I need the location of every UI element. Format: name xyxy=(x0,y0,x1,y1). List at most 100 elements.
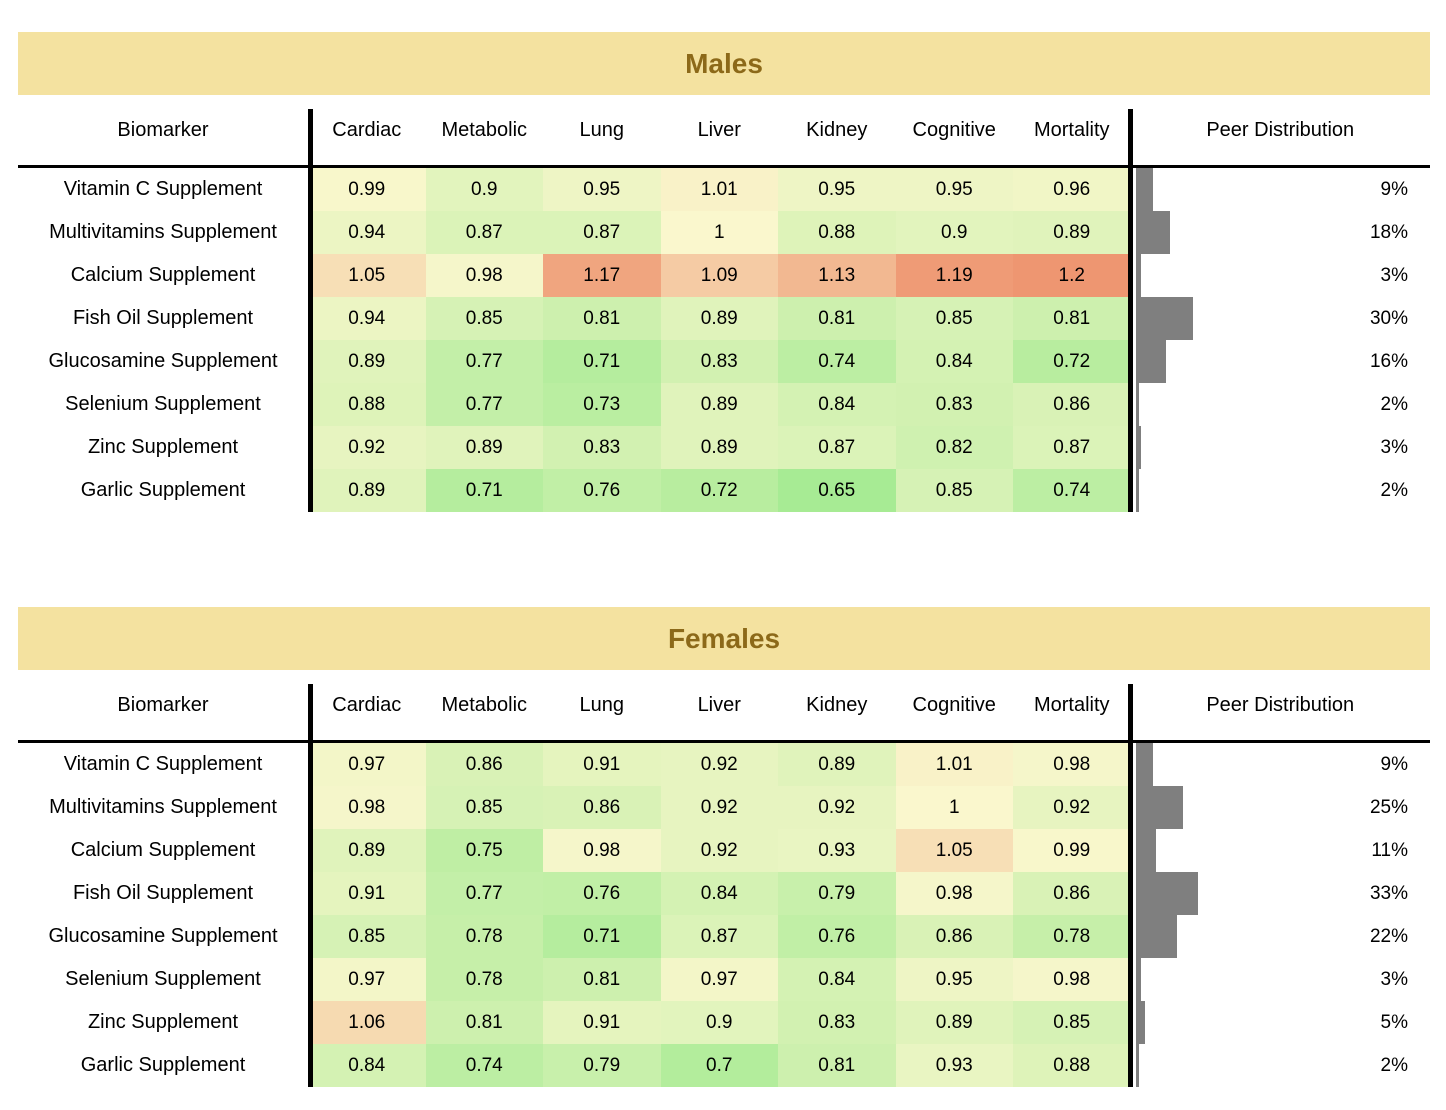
row-label: Selenium Supplement xyxy=(65,968,261,990)
table-row: Calcium Supplement 1.05 0.98 1.17 1.09 1.13 1.… xyxy=(18,254,1430,297)
table-row: Multivitamins Supplement 0.98 0.85 0.86 0.92… xyxy=(18,786,1430,829)
heatmap-cell: 0.89 xyxy=(308,469,426,512)
heatmap-cell: 0.95 xyxy=(543,168,661,211)
peer-distribution-bar xyxy=(1135,915,1178,958)
peer-distribution-cell: 11% xyxy=(1131,829,1431,872)
column-header-metabolic: Metabolic xyxy=(441,693,528,716)
heatmap-cell: 0.93 xyxy=(778,829,896,872)
heatmap-cell: 0.75 xyxy=(425,829,543,872)
heatmap-cell: 0.91 xyxy=(308,872,426,915)
heatmap-cell: 0.77 xyxy=(425,383,543,426)
heatmap-cell: 0.98 xyxy=(895,872,1013,915)
peer-percentage: 16% xyxy=(1369,350,1408,372)
peer-distribution-cell: 33% xyxy=(1131,872,1431,915)
heatmap-cell: 0.83 xyxy=(660,340,778,383)
table-row: Glucosamine Supplement 0.89 0.77 0.71 0.83 0.… xyxy=(18,340,1430,383)
table-row: Vitamin C Supplement 0.99 0.9 0.95 1.01 0.95 0… xyxy=(18,168,1430,211)
row-label: Selenium Supplement xyxy=(65,393,261,415)
heatmap-cell: 1 xyxy=(895,786,1013,829)
heatmap-cell: 0.77 xyxy=(425,872,543,915)
vertical-divider-right xyxy=(1128,684,1133,1087)
heatmap-cell: 0.7 xyxy=(660,1044,778,1087)
heatmap-cell: 0.92 xyxy=(778,786,896,829)
table-row: Multivitamins Supplement 0.94 0.87 0.87 1 0.8… xyxy=(18,211,1430,254)
heatmap-cell: 0.83 xyxy=(895,383,1013,426)
heatmap-cell: 0.93 xyxy=(895,1044,1013,1087)
heatmap-cell: 0.95 xyxy=(778,168,896,211)
heatmap-cell: 1 xyxy=(660,211,778,254)
peer-distribution-cell: 2% xyxy=(1131,1044,1431,1087)
heatmap-cell: 0.78 xyxy=(1013,915,1131,958)
peer-percentage: 11% xyxy=(1371,839,1408,861)
heatmap-cell: 0.92 xyxy=(660,829,778,872)
section-title: Males xyxy=(685,47,763,79)
peer-distribution-bar xyxy=(1135,297,1193,340)
table-row: Zinc Supplement 0.92 0.89 0.83 0.89 0.87 0.82 0… xyxy=(18,426,1430,469)
peer-percentage: 9% xyxy=(1380,178,1408,200)
heatmap-cell: 0.85 xyxy=(1013,1001,1131,1044)
heatmap-cell: 0.86 xyxy=(425,743,543,786)
heatmap-cell: 1.2 xyxy=(1013,254,1131,297)
row-label: Glucosamine Supplement xyxy=(48,350,278,372)
peer-distribution-cell: 30% xyxy=(1131,297,1431,340)
peer-distribution-cell: 2% xyxy=(1131,469,1431,512)
heatmap-cell: 0.73 xyxy=(543,383,661,426)
heatmap-cell: 0.98 xyxy=(543,829,661,872)
peer-distribution-cell: 9% xyxy=(1131,743,1431,786)
heatmap-cell: 0.76 xyxy=(543,469,661,512)
heatmap-cell: 0.86 xyxy=(895,915,1013,958)
row-label: Fish Oil Supplement xyxy=(72,307,254,329)
heatmap-cell: 0.94 xyxy=(308,211,426,254)
heatmap-cell: 1.01 xyxy=(895,743,1013,786)
heatmap-cell: 0.84 xyxy=(660,872,778,915)
heatmap-cell: 0.78 xyxy=(425,915,543,958)
heatmap-cell: 0.95 xyxy=(895,958,1013,1001)
heatmap-cell: 0.96 xyxy=(1013,168,1131,211)
row-label: Zinc Supplement xyxy=(87,1011,239,1033)
females-report-section: Females Biomarker Cardiac Metabolic Lung Live… xyxy=(18,607,1430,1087)
column-header-biomarker: Biomarker xyxy=(117,693,209,716)
table-header-row: Biomarker Cardiac Metabolic Lung Liver Kidney… xyxy=(18,95,1430,168)
heatmap-cell: 0.85 xyxy=(425,297,543,340)
heatmap-cell: 0.99 xyxy=(308,168,426,211)
heatmap-cell: 1.05 xyxy=(308,254,426,297)
column-header-peer-distribution: Peer Distribution xyxy=(1206,693,1355,716)
males-report-section: Males Biomarker Cardiac Metabolic Lung Liver K… xyxy=(18,32,1430,512)
heatmap-cell: 0.84 xyxy=(778,383,896,426)
table-row: Zinc Supplement 1.06 0.81 0.91 0.9 0.83 0.89 0.… xyxy=(18,1001,1430,1044)
column-header-metabolic: Metabolic xyxy=(441,118,528,141)
table-row: Calcium Supplement 0.89 0.75 0.98 0.92 0.93 1.… xyxy=(18,829,1430,872)
heatmap-cell: 0.87 xyxy=(425,211,543,254)
peer-distribution-bar xyxy=(1135,383,1140,426)
column-header-kidney: Kidney xyxy=(806,118,868,141)
peer-percentage: 5% xyxy=(1380,1011,1408,1033)
peer-distribution-bar xyxy=(1135,1044,1140,1087)
heatmap-cell: 0.72 xyxy=(660,469,778,512)
heatmap-cell: 0.71 xyxy=(543,340,661,383)
column-header-peer-distribution: Peer Distribution xyxy=(1206,118,1355,141)
peer-distribution-bar xyxy=(1135,469,1140,512)
row-label: Vitamin C Supplement xyxy=(63,178,263,200)
heatmap-cell: 0.81 xyxy=(1013,297,1131,340)
peer-distribution-cell: 22% xyxy=(1131,915,1431,958)
heatmap-cell: 0.74 xyxy=(1013,469,1131,512)
peer-distribution-cell: 3% xyxy=(1131,958,1431,1001)
heatmap-cell: 0.84 xyxy=(895,340,1013,383)
row-label: Calcium Supplement xyxy=(70,264,256,286)
peer-distribution-cell: 16% xyxy=(1131,340,1431,383)
section-title-band: Females xyxy=(18,607,1430,670)
heatmap-cell: 0.82 xyxy=(895,426,1013,469)
heatmap-cell: 0.97 xyxy=(308,743,426,786)
peer-percentage: 3% xyxy=(1380,436,1408,458)
peer-distribution-cell: 9% xyxy=(1131,168,1431,211)
vertical-divider-right xyxy=(1128,109,1133,512)
heatmap-cell: 0.74 xyxy=(425,1044,543,1087)
heatmap-cell: 0.84 xyxy=(308,1044,426,1087)
heatmap-cell: 0.91 xyxy=(543,743,661,786)
table-row: Garlic Supplement 0.89 0.71 0.76 0.72 0.65 0.8… xyxy=(18,469,1430,512)
table-row: Selenium Supplement 0.97 0.78 0.81 0.97 0.84 0… xyxy=(18,958,1430,1001)
heatmap-cell: 0.83 xyxy=(778,1001,896,1044)
peer-distribution-bar xyxy=(1135,743,1153,786)
heatmap-cell: 0.85 xyxy=(895,297,1013,340)
heatmap-cell: 0.89 xyxy=(895,1001,1013,1044)
